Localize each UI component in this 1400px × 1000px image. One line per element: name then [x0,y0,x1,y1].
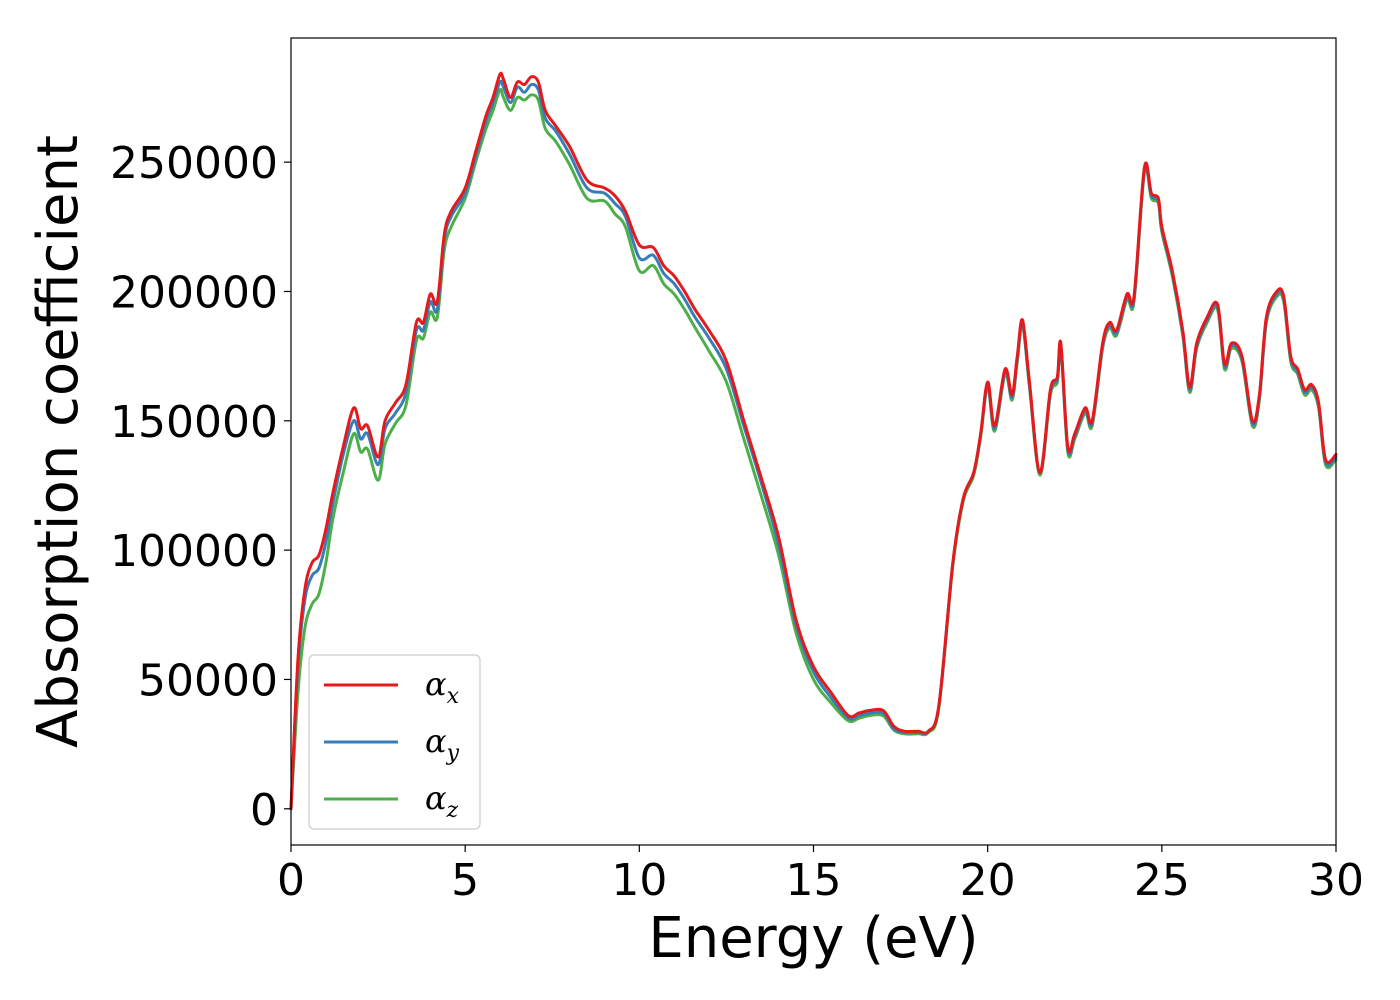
y-axis-ticks: 0 50000 100000 150000 200000 250000 [110,138,291,836]
x-axis-title: Energy (eV) [648,906,978,971]
y-tick-label: 0 [250,785,278,836]
x-axis-ticks: 0 5 10 15 20 25 30 [277,845,1364,906]
y-tick-label: 100000 [110,526,278,577]
series-line-x [289,71,1338,811]
x-tick-label: 15 [786,855,842,906]
x-tick-label: 5 [451,855,479,906]
series-layer [289,71,1338,811]
y-tick-label: 150000 [110,397,278,448]
y-axis-title: Absorption coefficient [26,135,91,748]
legend-subscript: x [447,684,460,709]
legend-subscript: z [446,798,459,823]
y-tick-label: 50000 [138,655,278,706]
x-tick-label: 10 [611,855,667,906]
x-tick-label: 0 [277,855,305,906]
y-tick-label: 200000 [110,267,278,318]
x-tick-label: 25 [1134,855,1190,906]
x-tick-label: 30 [1308,855,1364,906]
x-tick-label: 20 [960,855,1016,906]
y-tick-label: 250000 [110,138,278,189]
legend-subscript: y [446,741,460,766]
